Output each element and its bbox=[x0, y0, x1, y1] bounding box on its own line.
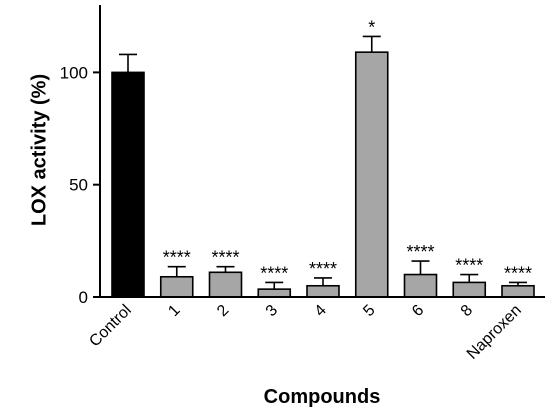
y-axis-label: LOX activity (%) bbox=[28, 74, 50, 226]
x-tick-label: 3 bbox=[263, 302, 281, 320]
significance-label: **** bbox=[260, 263, 288, 283]
x-tick-label: 5 bbox=[360, 302, 378, 320]
significance-label: * bbox=[368, 17, 375, 37]
x-tick-label: 8 bbox=[458, 302, 476, 320]
bar-4 bbox=[306, 284, 340, 298]
bar-naproxen bbox=[501, 284, 535, 298]
significance-label: **** bbox=[163, 248, 191, 268]
significance-label: **** bbox=[211, 248, 239, 268]
significance-label: **** bbox=[504, 263, 532, 283]
bar-8 bbox=[452, 281, 487, 298]
bar-6 bbox=[403, 273, 438, 298]
bar-1 bbox=[159, 275, 194, 298]
x-tick-label: 6 bbox=[409, 302, 427, 320]
x-tick-label: 2 bbox=[214, 302, 232, 320]
bars: **** ******** ************* **** bbox=[111, 17, 535, 298]
x-tick-label: 1 bbox=[165, 302, 183, 320]
significance-label: **** bbox=[309, 259, 337, 279]
y-tick-label: 100 bbox=[60, 63, 88, 82]
x-axis-label: Compounds bbox=[264, 386, 381, 408]
significance-label: **** bbox=[455, 256, 483, 276]
bar-2 bbox=[208, 271, 243, 298]
x-tick-label: Control bbox=[86, 302, 134, 350]
bar-5 bbox=[354, 51, 389, 298]
bar-3 bbox=[257, 288, 292, 298]
significance-label: **** bbox=[406, 242, 434, 262]
bar-control bbox=[111, 71, 145, 298]
y-tick-label: 0 bbox=[79, 288, 88, 307]
y-tick-label: 50 bbox=[69, 176, 88, 195]
y-ticks: 0 50 100 bbox=[60, 63, 100, 307]
x-tick-label: 4 bbox=[312, 302, 330, 320]
